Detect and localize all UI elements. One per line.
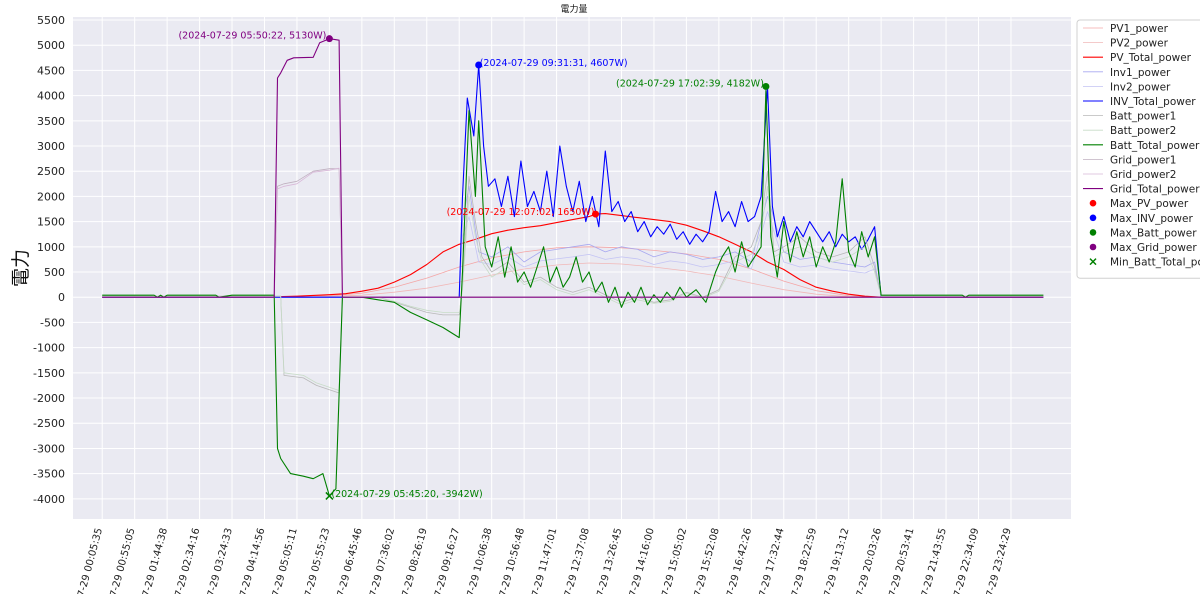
y-axis: 5500500045004000350030002500200015001000…	[33, 14, 65, 506]
series-line-inv2-power	[102, 211, 1044, 298]
legend-label-pv1-power: PV1_power	[1110, 23, 1169, 35]
y-tick-label: 3000	[37, 140, 65, 153]
series-line-pv1-power	[102, 246, 1044, 298]
legend-label-batt-total-power: Batt_Total_power	[1110, 140, 1200, 152]
legend-swatch-max-grid-power	[1089, 243, 1097, 251]
y-tick-label: -1500	[33, 367, 65, 380]
chart-title: 電力量	[560, 3, 587, 15]
legend-label-grid-power1: Grid_power1	[1110, 154, 1176, 166]
y-tick-label: -3000	[33, 442, 65, 455]
legend-label-grid-power2: Grid_power2	[1110, 169, 1176, 181]
legend-x-stroke	[1089, 258, 1097, 266]
y-tick-label: -2000	[33, 392, 65, 405]
legend-label-batt-power2: Batt_power2	[1110, 125, 1176, 137]
legend-label-grid-total-power: Grid_Total_power	[1110, 184, 1200, 196]
y-tick-label: 5000	[37, 39, 65, 52]
y-axis-label: 電力	[10, 249, 32, 287]
series-line-pv-total-power	[102, 213, 1044, 298]
legend-label-pv-total-power: PV_Total_power	[1110, 52, 1192, 64]
marker-max-inv-power	[475, 61, 483, 69]
legend-label-inv1-power: Inv1_power	[1110, 67, 1171, 79]
legend-swatch-max-batt-power	[1089, 229, 1097, 236]
legend-swatch-max-pv-power	[1089, 199, 1097, 207]
markers-group: (2024-07-29 12:07:02, 1650W) (2024-07-29 …	[178, 31, 770, 500]
y-tick-label: 2000	[37, 190, 65, 203]
legend-box	[1076, 19, 1200, 279]
legend-label-pv2-power: PV2_power	[1110, 38, 1169, 50]
legend-label-inv-total-power: INV_Total_power	[1110, 96, 1196, 108]
legend-label-batt-power1: Batt_power1	[1110, 111, 1176, 123]
marker-min-batt-total-power	[325, 491, 334, 500]
y-tick-label: 1000	[37, 241, 65, 254]
legend-label-max-inv-power: Max_INV_power	[1110, 213, 1193, 225]
annotation-max-grid-power: (2024-07-29 05:50:22, 5130W)	[178, 31, 326, 42]
series-line-batt-power1	[102, 170, 1044, 394]
series-line-grid-total-power	[102, 38, 1044, 298]
annotation-max-batt-power: (2024-07-29 17:02:39, 4182W)	[616, 78, 764, 89]
legend: PV1_power PV2_power PV_Total_power Inv1_pow…	[1076, 19, 1200, 279]
marker-x-stroke	[325, 491, 334, 500]
y-tick-label: 3500	[37, 115, 65, 128]
y-tick-label: 500	[44, 266, 65, 279]
marker-max-pv-power	[592, 210, 600, 218]
y-tick-label: -4000	[33, 493, 65, 506]
y-tick-label: 4000	[37, 90, 65, 103]
y-tick-label: 2500	[37, 165, 65, 178]
series-line-pv2-power	[102, 262, 1044, 298]
y-tick-label: 4500	[37, 64, 65, 77]
y-tick-label: -2500	[33, 417, 65, 430]
y-tick-label: 0	[58, 291, 65, 304]
annotation-max-inv-power: (2024-07-29 09:31:31, 4607W)	[480, 58, 628, 69]
legend-label-max-grid-power: Max_Grid_power	[1110, 242, 1197, 254]
y-tick-label: 5500	[37, 14, 65, 27]
series-group	[102, 38, 1044, 497]
annotation-min-batt-total-power: (2024-07-29 05:45:20, -3942W)	[331, 489, 482, 500]
legend-swatch-min-batt-total-power	[1089, 258, 1097, 266]
y-tick-label: -1000	[33, 342, 65, 355]
marker-max-batt-power	[762, 82, 770, 90]
y-tick-label: -500	[40, 316, 65, 329]
annotation-max-pv-power: (2024-07-29 12:07:02, 1650W)	[447, 207, 595, 218]
legend-label-max-pv-power: Max_PV_power	[1110, 198, 1189, 210]
marker-max-grid-power	[325, 35, 333, 43]
legend-label-max-batt-power: Max_Batt_power	[1110, 227, 1197, 239]
series-line-batt-total-power	[102, 90, 1044, 497]
legend-swatch-max-inv-power	[1089, 214, 1097, 222]
series-line-grid-power2	[102, 167, 1044, 298]
y-tick-label: -3500	[33, 468, 65, 481]
legend-label-min-batt-total-power: Min_Batt_Total_power	[1110, 257, 1200, 269]
series-line-inv-total-power	[102, 64, 1044, 298]
legend-label-inv2-power: Inv2_power	[1110, 81, 1171, 93]
y-tick-label: 1500	[37, 216, 65, 229]
